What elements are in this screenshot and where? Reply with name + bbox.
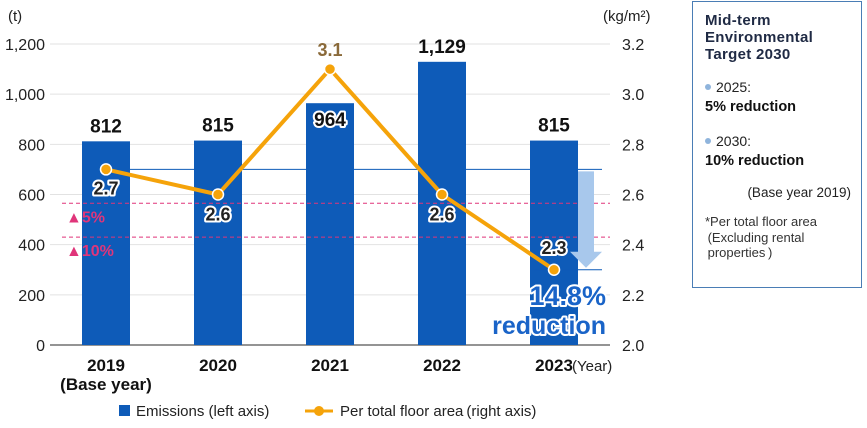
right-axis-unit: (kg/m²) xyxy=(603,8,651,25)
line-value-label-halo: 2.3 xyxy=(541,238,566,258)
target-line-label: ▲5% xyxy=(66,209,105,226)
note-item-label: 2030: xyxy=(716,133,752,149)
legend-line-label: Per total floor area (right axis) xyxy=(340,403,536,420)
reduction-percent-halo: 14.8% xyxy=(529,281,606,311)
note-title-line: Target 2030 xyxy=(705,46,791,63)
x-tick-label: (Base year) xyxy=(60,375,152,394)
left-tick-label: 400 xyxy=(18,238,45,255)
bar-value-label: 812 xyxy=(90,116,122,137)
line-point xyxy=(99,163,113,176)
reduction-word-halo: reduction xyxy=(492,312,606,340)
x-tick-label: 2019 xyxy=(87,356,125,375)
bar-value-label: 815 xyxy=(202,116,234,137)
bar xyxy=(530,140,578,345)
footnote-line: properties ) xyxy=(705,245,773,260)
note-item-2025: 2025: 5% reduction xyxy=(705,77,851,117)
left-tick-label: 200 xyxy=(18,288,45,305)
footnote-line: (Excluding rental xyxy=(705,229,805,245)
note-title-line: Environmental xyxy=(705,29,814,46)
line-value-label-halo: 2.6 xyxy=(205,205,230,225)
line-value-label: 3.1 xyxy=(317,40,342,60)
right-tick-label: 2.8 xyxy=(622,137,644,154)
bar-value-label: 815 xyxy=(538,116,570,137)
left-tick-label: 800 xyxy=(18,137,45,154)
bullet-icon xyxy=(705,84,711,90)
bar-value-label-halo: 964 xyxy=(314,110,346,131)
x-tick-label: 2023 xyxy=(535,356,573,375)
note-item-value: 10% reduction xyxy=(705,153,805,169)
note-item-value: 5% reduction xyxy=(705,99,797,115)
right-tick-label: 2.6 xyxy=(622,188,644,205)
reduction-percent: 14.8% xyxy=(529,281,606,311)
line-value-label: 2.6 xyxy=(205,205,230,225)
note-item-2030: 2030: 10% reduction xyxy=(705,131,851,171)
x-axis-unit: (Year) xyxy=(572,358,612,375)
x-tick-label: 2020 xyxy=(199,356,237,375)
note-footnote: *Per total floor area (Excluding rental … xyxy=(705,214,851,261)
left-tick-label: 1,000 xyxy=(5,87,45,104)
target-note-box: Mid-term Environmental Target 2030 2025:… xyxy=(692,1,862,288)
line-point xyxy=(547,263,561,276)
x-tick-label: 2021 xyxy=(311,356,349,375)
footnote-line: *Per total floor area xyxy=(705,214,818,229)
target-line-label: ▲10% xyxy=(66,243,114,260)
line-value-label: 2.3 xyxy=(541,238,566,258)
bar xyxy=(306,103,354,346)
note-item-label: 2025: xyxy=(716,79,752,95)
left-axis-unit: (t) xyxy=(8,8,22,25)
right-tick-label: 3.0 xyxy=(622,87,644,104)
right-tick-label: 2.0 xyxy=(622,338,644,355)
left-tick-label: 1,200 xyxy=(5,37,45,54)
x-tick-label: 2022 xyxy=(423,356,461,375)
note-title-line: Mid-term xyxy=(705,12,771,29)
line-value-label-halo: 2.7 xyxy=(93,178,118,198)
line-point xyxy=(211,188,225,201)
left-tick-label: 600 xyxy=(18,188,45,205)
right-tick-label: 2.4 xyxy=(622,238,644,255)
note-title: Mid-term Environmental Target 2030 xyxy=(705,12,851,63)
line-value-label-halo: 2.6 xyxy=(429,205,454,225)
left-tick-label: 0 xyxy=(36,338,45,355)
reduction-word: reduction xyxy=(492,312,606,340)
bar xyxy=(194,140,242,345)
legend-line-marker xyxy=(314,406,324,416)
line-value-label: 2.7 xyxy=(93,178,118,198)
bar-value-label: 1,129 xyxy=(418,37,466,58)
line-value-label: 2.6 xyxy=(429,205,454,225)
bar-value-label: 964 xyxy=(314,110,346,131)
line-point xyxy=(435,188,449,201)
reduction-arrow-icon xyxy=(570,171,602,268)
right-tick-label: 2.2 xyxy=(622,288,644,305)
line-point xyxy=(323,62,337,76)
note-base-year: (Base year 2019) xyxy=(747,185,851,200)
right-tick-label: 3.2 xyxy=(622,37,644,54)
chart-canvas: 0 200 400 600 800 1,000 1,200 2.0 2.2 2.4 2.6 2.8 3.… xyxy=(5,8,651,420)
legend-bar-label: Emissions (left axis) xyxy=(136,403,269,420)
bullet-icon xyxy=(705,138,711,144)
legend-bar-swatch xyxy=(119,405,130,416)
